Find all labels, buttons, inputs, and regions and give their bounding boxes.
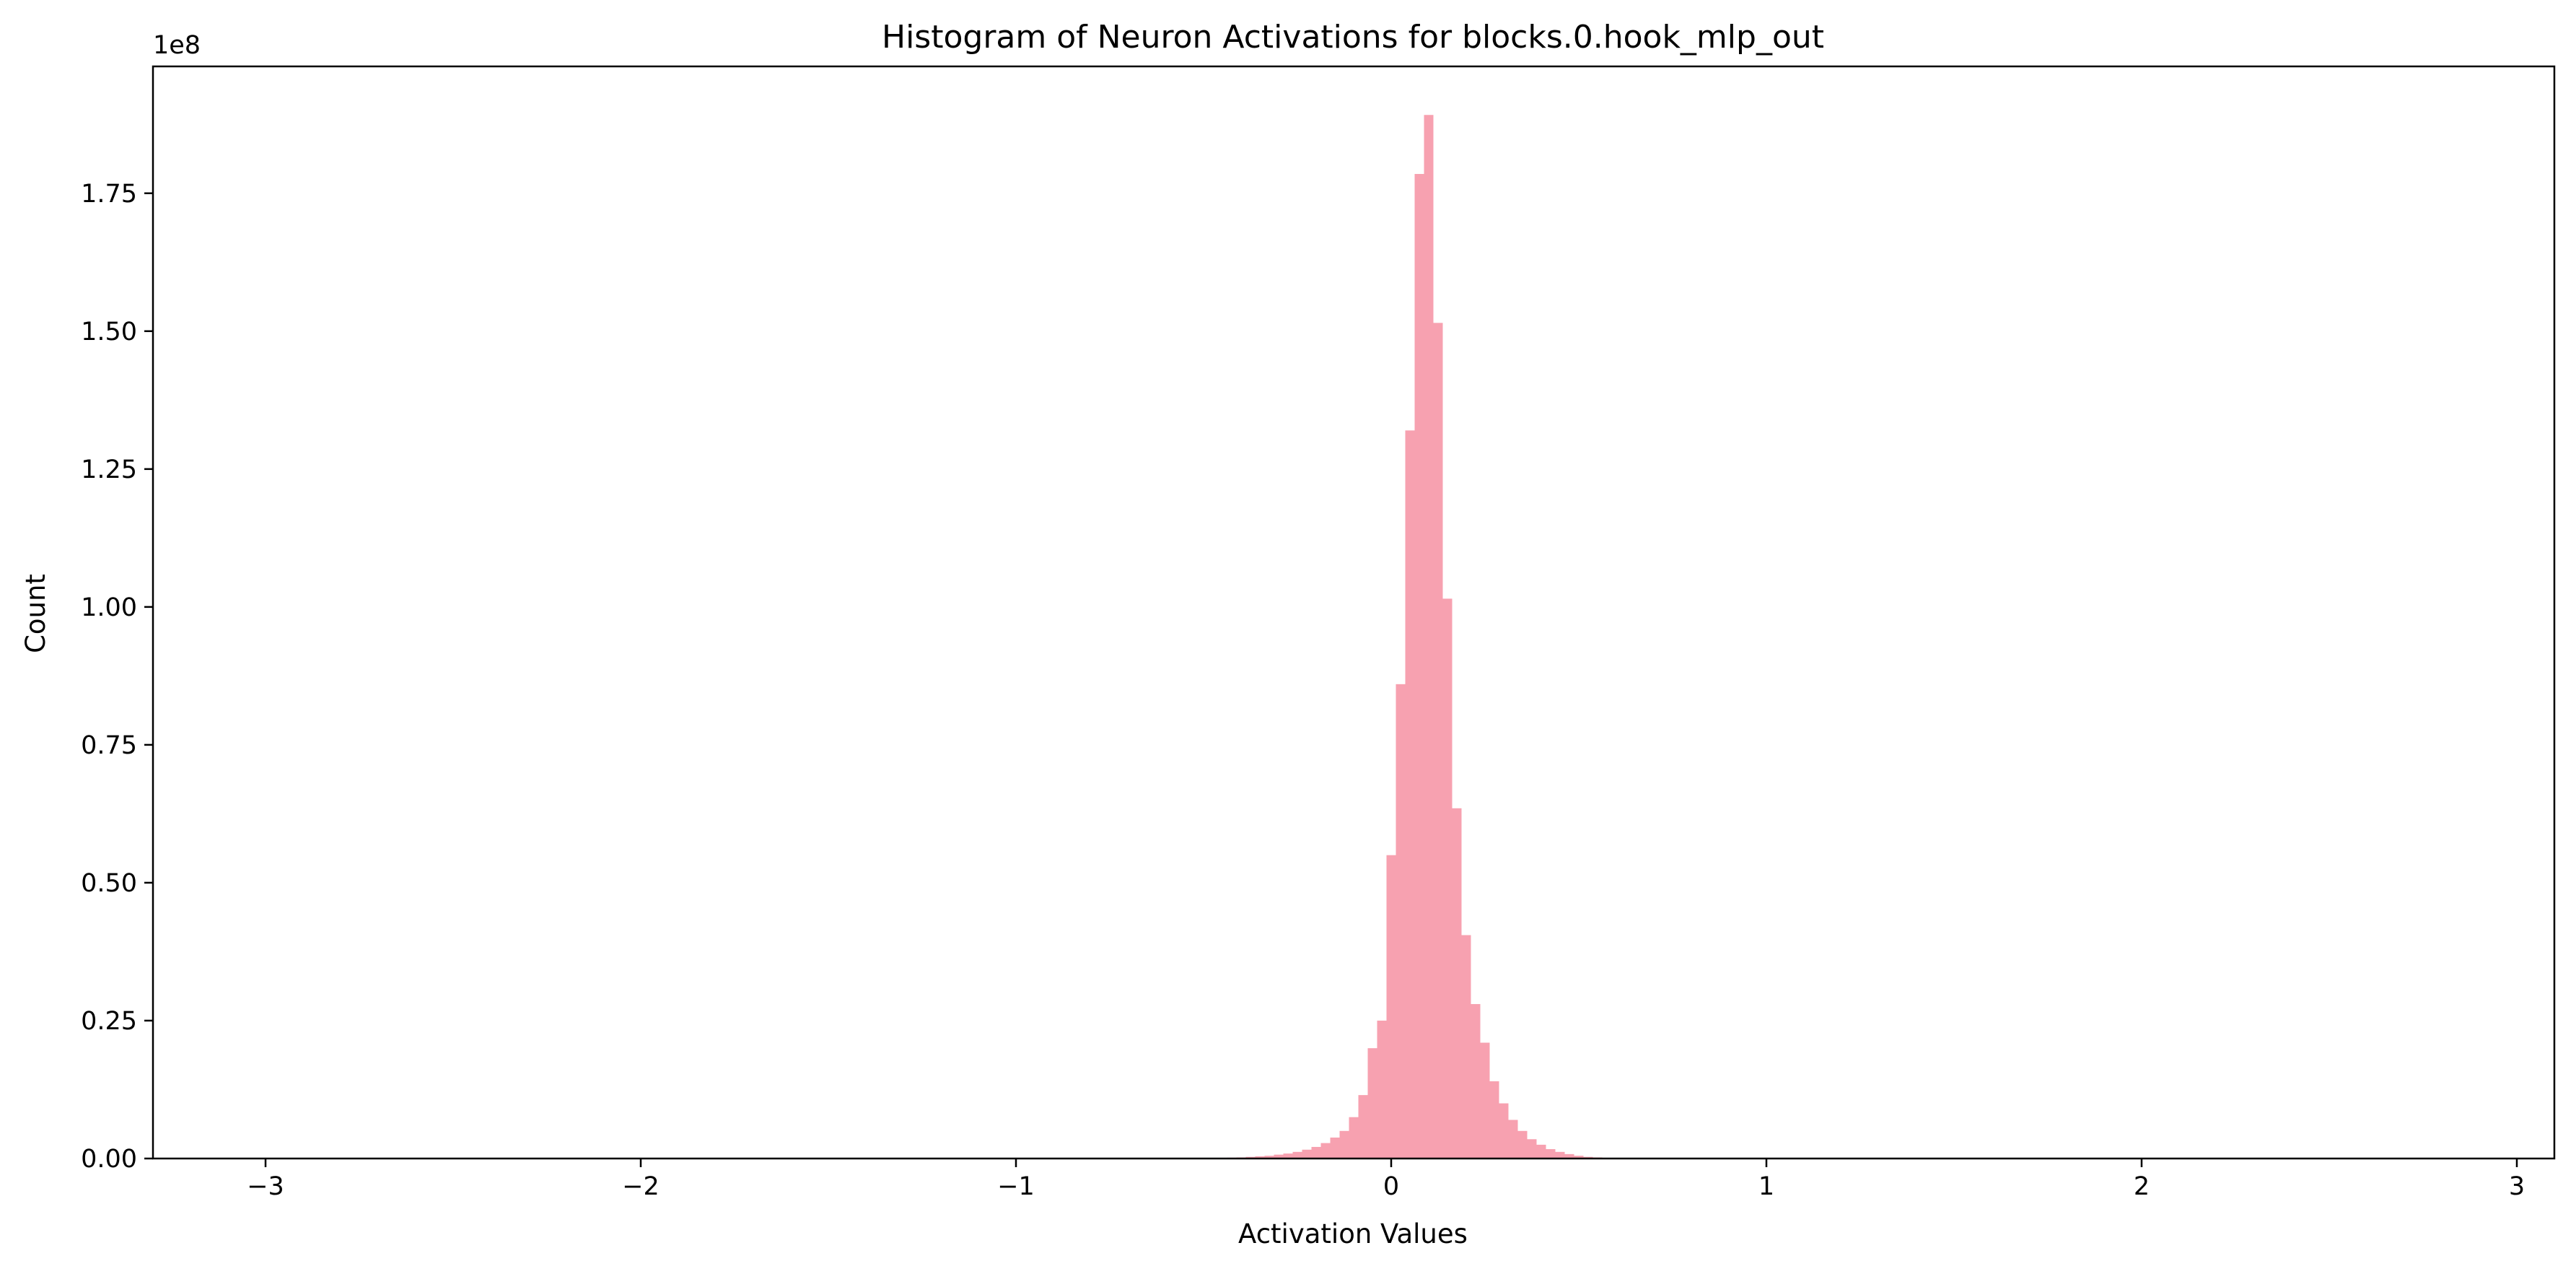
histogram-bar <box>1433 323 1443 1159</box>
y-tick-label: 0.50 <box>81 869 137 898</box>
y-tick-label: 1.00 <box>81 593 137 622</box>
x-tick-label: 2 <box>2134 1172 2150 1201</box>
histogram-bar <box>1499 1103 1509 1159</box>
histogram-bar <box>1555 1151 1565 1159</box>
histogram-bar <box>1264 1156 1274 1159</box>
histogram-bar <box>1424 115 1434 1159</box>
histogram-bar <box>1405 430 1415 1159</box>
histogram-bar <box>1452 808 1462 1159</box>
y-tick-label: 1.75 <box>81 180 137 209</box>
histogram-bar <box>1461 935 1471 1159</box>
x-axis-label: Activation Values <box>1238 1218 1468 1249</box>
histogram-bar <box>1367 1048 1377 1159</box>
histogram-bar <box>1527 1139 1537 1159</box>
histogram-bar <box>1471 1004 1481 1159</box>
x-tick-label: −3 <box>247 1172 284 1201</box>
x-tick-label: 0 <box>1383 1172 1399 1201</box>
x-tick-label: −1 <box>997 1172 1035 1201</box>
histogram-bar <box>1302 1149 1312 1159</box>
y-tick-label: 0.00 <box>81 1145 137 1174</box>
histogram-bar <box>1508 1120 1518 1159</box>
histogram-bar <box>1320 1143 1331 1159</box>
y-axis-label: Count <box>20 574 51 653</box>
histogram-bar <box>1480 1042 1490 1159</box>
histogram-bar <box>1330 1137 1340 1159</box>
histogram-bar <box>1283 1153 1293 1159</box>
y-tick-label: 1.25 <box>81 455 137 484</box>
histogram-bar <box>1574 1156 1584 1159</box>
x-axis: −3 −2 −1 0 1 2 3 <box>247 1159 2525 1201</box>
histogram-bars <box>1217 115 1612 1159</box>
histogram-bar <box>1274 1154 1284 1159</box>
y-axis: 0.00 0.25 0.50 0.75 1.00 1.25 1.50 1.75 <box>81 180 153 1174</box>
histogram-bar <box>1349 1117 1359 1159</box>
axes-frame <box>152 65 2556 1160</box>
histogram-bar <box>1414 174 1424 1159</box>
histogram-bar <box>1546 1149 1556 1159</box>
histogram-bar <box>1536 1144 1546 1159</box>
histogram-bar <box>1311 1146 1321 1159</box>
x-tick-label: 3 <box>2509 1172 2525 1201</box>
x-tick-label: 1 <box>1758 1172 1774 1201</box>
y-tick-label: 0.75 <box>81 731 137 760</box>
y-axis-scale-label: 1e8 <box>153 31 201 60</box>
histogram-bar <box>1358 1095 1368 1159</box>
histogram-bar <box>1255 1156 1265 1159</box>
x-tick-label: −2 <box>622 1172 660 1201</box>
histogram-bar <box>1386 855 1396 1159</box>
histogram-bar <box>1339 1130 1349 1159</box>
y-tick-label: 1.50 <box>81 318 137 346</box>
plot-area <box>152 65 2556 1160</box>
histogram-bar <box>1396 684 1406 1159</box>
histogram-bar <box>1489 1081 1499 1159</box>
histogram-bar <box>1292 1151 1302 1159</box>
histogram-bar <box>1377 1020 1387 1159</box>
histogram-bar <box>1564 1153 1574 1159</box>
histogram-bar <box>1517 1130 1528 1159</box>
y-tick-label: 0.25 <box>81 1007 137 1036</box>
histogram-bar <box>1442 598 1453 1159</box>
chart-title: Histogram of Neuron Activations for bloc… <box>882 19 1824 56</box>
